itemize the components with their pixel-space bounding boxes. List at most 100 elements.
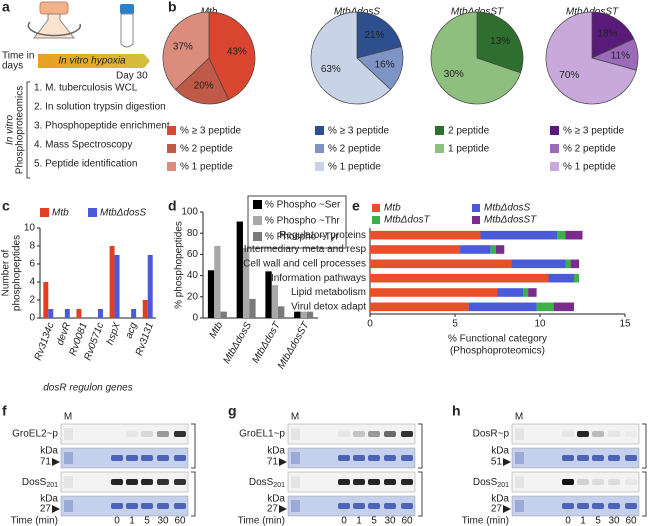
legend-label: Mtb — [384, 203, 401, 214]
protein-band — [174, 503, 186, 509]
marker-label: M — [291, 412, 299, 423]
blot-band — [157, 431, 169, 437]
marker-arrow — [52, 505, 60, 513]
bar-segment — [511, 259, 566, 269]
coomassie-strip — [511, 447, 640, 469]
protein-band — [338, 503, 350, 509]
bar-segment — [490, 245, 496, 254]
blot-band — [353, 479, 365, 485]
time-value: 5 — [371, 516, 377, 526]
x-tick-label: MtbΔdosT — [250, 320, 283, 366]
bar-segment — [370, 302, 469, 312]
time-label: days — [2, 61, 23, 72]
protein-band — [625, 455, 637, 461]
protein-name: DosS — [249, 477, 274, 488]
blot-band — [157, 479, 169, 485]
ladder-band — [515, 452, 524, 464]
hypoxia-label: In vitro hypoxia — [58, 56, 126, 67]
bracket — [191, 471, 196, 517]
x-tick-label: Rv3134c — [33, 321, 57, 362]
bar — [242, 248, 250, 318]
bar — [300, 311, 307, 318]
protein-band — [608, 455, 620, 461]
size-marker: 71 — [40, 457, 52, 468]
time-value: 0 — [114, 516, 120, 526]
panel-label: e — [352, 198, 360, 214]
legend-swatch — [550, 144, 559, 153]
blot-band — [401, 479, 413, 485]
protein-band — [384, 503, 396, 509]
x-axis-label: % Functional category — [448, 334, 547, 345]
legend-swatch — [435, 144, 444, 153]
tube-icon — [120, 4, 134, 48]
protein-band — [353, 455, 365, 461]
panel-label: d — [168, 198, 177, 214]
blot-band — [562, 479, 574, 485]
blot-band — [608, 431, 620, 437]
blot-strip — [287, 471, 416, 493]
slice-label: 21% — [364, 30, 384, 41]
blot-band — [577, 431, 589, 437]
bar — [109, 246, 115, 318]
bracket — [642, 423, 647, 469]
legend-swatch — [472, 204, 480, 212]
step: 1. M. tuberculosis WCL — [34, 83, 138, 94]
legend-swatch — [167, 144, 176, 153]
bar-segment — [523, 288, 529, 297]
time-value: 60 — [625, 516, 637, 526]
blot-band — [592, 431, 604, 437]
legend-swatch — [315, 126, 324, 135]
legend-label: % Phospho ~Thr — [265, 216, 340, 227]
protein-band — [562, 503, 574, 509]
pie-slice — [430, 11, 521, 105]
bar — [214, 245, 221, 318]
bar — [98, 309, 103, 318]
pie-slice — [476, 11, 524, 74]
x-tick-label: 15 — [619, 319, 631, 330]
y-tick-label: Cell wall and cell processes — [243, 258, 366, 269]
ladder-band — [64, 428, 73, 440]
time-value: 60 — [401, 516, 413, 526]
slice-label: 16% — [375, 60, 395, 71]
legend-swatch — [88, 208, 97, 217]
time-label: Time in — [2, 51, 34, 62]
bar — [294, 311, 301, 318]
bar — [278, 306, 285, 318]
protein-band — [353, 503, 365, 509]
pie-slice — [356, 11, 402, 59]
bar — [147, 255, 153, 318]
blot-band — [141, 431, 153, 437]
y-tick-label: 2 — [29, 295, 35, 306]
slice-label: 70% — [559, 70, 579, 81]
bar-segment — [570, 259, 580, 269]
legend-label: % 2 peptide — [563, 144, 616, 155]
time-value: 30 — [608, 516, 620, 526]
protein-name: DosS — [473, 477, 498, 488]
ladder-band — [291, 500, 300, 512]
y-tick-label: Regulatory proteins — [279, 230, 366, 241]
blot-band — [126, 479, 138, 485]
blot-band — [384, 431, 396, 437]
legend-label: MtbΔdosST — [484, 215, 537, 226]
time-label: Time (min) — [238, 516, 285, 526]
blot-band — [126, 431, 138, 437]
protein-name: DosS — [22, 477, 47, 488]
y-tick-label: 0 — [29, 313, 35, 324]
x-tick-label: MtbΔdosS — [221, 320, 254, 366]
pie-slice — [310, 11, 392, 105]
bar-segment — [497, 288, 523, 297]
y-tick-label: Lipid metabolism — [291, 287, 366, 298]
blot-strip — [511, 471, 640, 493]
protein-band — [577, 455, 589, 461]
protein-band — [126, 455, 138, 461]
protein-band — [338, 455, 350, 461]
bar-segment — [370, 259, 512, 269]
protein-band — [562, 455, 574, 461]
y-tick-label: 10 — [24, 223, 36, 234]
protein-band — [111, 455, 123, 461]
step: 3. Phosphopeptide enrichment — [34, 121, 170, 132]
time-value: 5 — [144, 516, 150, 526]
x-axis-label: dosR regulon genes — [43, 383, 133, 394]
size-marker: 27 — [491, 504, 503, 515]
